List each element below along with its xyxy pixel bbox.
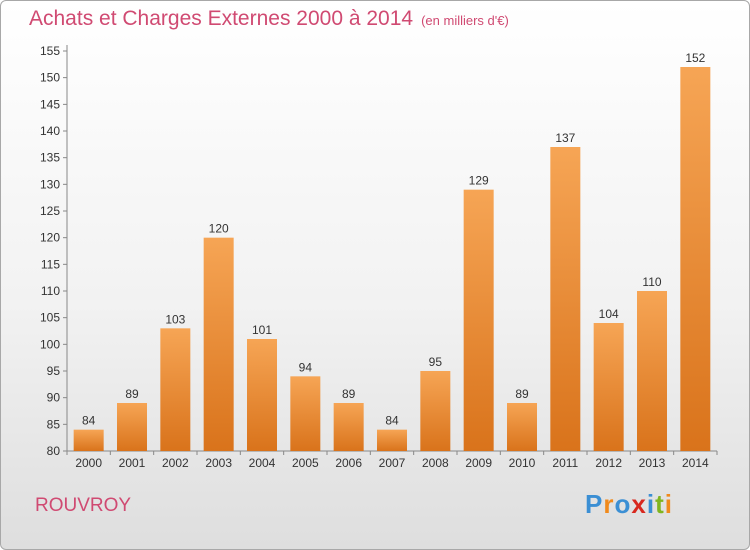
y-tick-label: 85 (47, 417, 61, 431)
x-tick-label: 2001 (119, 456, 146, 470)
x-tick-label: 2008 (422, 456, 449, 470)
x-tick-label: 2011 (552, 456, 578, 470)
y-tick-label: 140 (40, 124, 60, 138)
data-label: 104 (599, 307, 619, 321)
logo-letter: o (614, 489, 632, 519)
y-tick-label: 120 (40, 231, 60, 245)
bar-2013 (637, 291, 667, 451)
chart-title: Achats et Charges Externes 2000 à 2014 (e… (29, 7, 509, 31)
data-label: 95 (429, 355, 443, 369)
location-name: ROUVROY (35, 495, 132, 516)
y-tick-label: 130 (40, 177, 60, 191)
bar-2007 (377, 429, 407, 451)
bar-2004 (247, 339, 277, 451)
x-tick-label: 2002 (162, 456, 189, 470)
logo-letter: P (585, 489, 604, 519)
data-label: 129 (469, 174, 489, 188)
x-tick-label: 2013 (639, 456, 666, 470)
y-tick-label: 145 (40, 97, 60, 111)
bar-2008 (420, 371, 451, 451)
data-label: 110 (642, 275, 661, 289)
data-label: 120 (209, 222, 229, 236)
logo-letter: x (631, 489, 647, 519)
bar-2005 (290, 376, 321, 451)
logo-letter: i (664, 489, 673, 519)
logo-letter: r (603, 489, 615, 519)
x-tick-label: 2009 (465, 456, 492, 470)
x-tick-label: 2000 (75, 456, 102, 470)
data-label: 89 (515, 387, 529, 401)
bar-2002 (160, 328, 191, 451)
y-tick-label: 135 (40, 151, 60, 165)
y-tick-label: 90 (47, 391, 61, 405)
x-tick-label: 2010 (509, 456, 536, 470)
y-tick-label: 115 (41, 257, 60, 271)
data-label: 137 (555, 131, 575, 145)
data-label: 89 (125, 387, 139, 401)
x-tick-label: 2012 (595, 456, 622, 470)
y-tick-label: 155 (40, 44, 60, 58)
bar-2012 (593, 323, 624, 451)
x-tick-label: 2007 (379, 456, 406, 470)
y-tick-label: 110 (41, 284, 60, 298)
x-tick-label: 2004 (249, 456, 276, 470)
logo-letter: t (655, 489, 665, 519)
bar-2014 (680, 67, 711, 451)
y-tick-label: 125 (40, 204, 60, 218)
data-label: 152 (685, 51, 705, 65)
x-tick-label: 2014 (682, 456, 709, 470)
y-tick-label: 80 (47, 444, 61, 458)
data-label: 101 (252, 323, 272, 337)
data-label: 84 (82, 414, 96, 428)
bar-2009 (463, 189, 494, 451)
data-label: 89 (342, 387, 356, 401)
bar-2003 (203, 237, 234, 451)
data-label: 84 (385, 414, 399, 428)
x-tick-label: 2003 (205, 456, 232, 470)
y-tick-label: 95 (47, 364, 61, 378)
bar-2011 (550, 147, 581, 451)
title-unit: (en milliers d'€) (421, 13, 509, 28)
bar-2006 (333, 403, 364, 451)
data-label: 94 (299, 360, 313, 374)
y-tick-label: 150 (40, 71, 60, 85)
bar-2001 (117, 403, 147, 451)
brand-logo: Proxiti (585, 489, 673, 520)
logo-letter: i (646, 489, 656, 519)
bar-2000 (73, 429, 104, 451)
y-tick-label: 105 (40, 311, 60, 325)
x-tick-label: 2006 (335, 456, 362, 470)
y-tick-label: 100 (40, 337, 60, 351)
x-tick-label: 2005 (292, 456, 319, 470)
title-main: Achats et Charges Externes 2000 à 2014 (29, 7, 414, 30)
bar-2010 (507, 403, 537, 451)
data-label: 103 (165, 312, 185, 326)
